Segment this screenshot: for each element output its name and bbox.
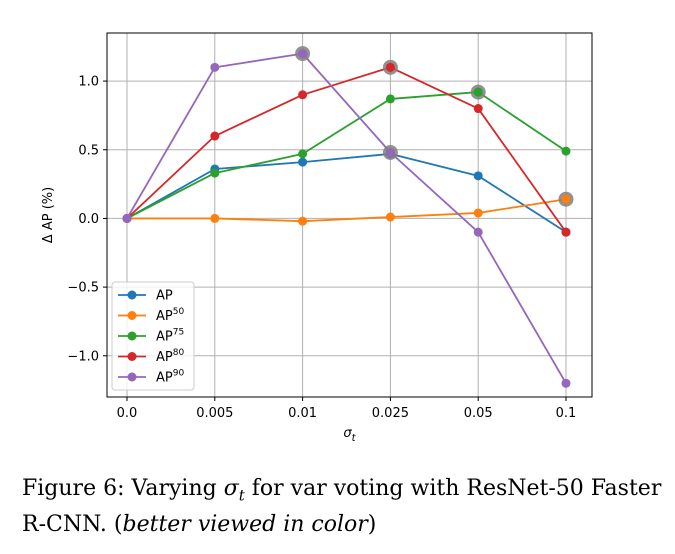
caption-italic: better viewed in color (122, 512, 368, 538)
series-line (126, 152, 567, 233)
x-axis-label-subscript: t (352, 433, 357, 444)
y-tick-label: −1.0 (67, 349, 99, 364)
y-tick-label: 0.5 (78, 143, 99, 158)
data-point (561, 227, 571, 237)
legend-item: AP (118, 289, 173, 304)
data-point (298, 157, 308, 167)
legend-label-base: AP (156, 330, 173, 345)
caption-symbol: σt (223, 476, 245, 505)
data-point (298, 216, 308, 226)
series-ap (122, 149, 571, 237)
y-axis-label: Δ AP (%) (41, 187, 56, 243)
series-ap75 (122, 87, 571, 223)
data-point (385, 212, 395, 222)
legend-marker (127, 290, 137, 300)
series-line (126, 66, 567, 233)
legend-item: AP50 (118, 307, 184, 324)
data-point (122, 213, 132, 223)
legend-label-base: AP (156, 309, 173, 324)
y-tick-label: −0.5 (67, 281, 99, 296)
legend-label-superscript: 80 (173, 348, 185, 358)
highlight-center (385, 148, 395, 158)
legend-label-superscript: 50 (173, 307, 185, 317)
legend-label-superscript: 75 (173, 328, 184, 338)
series-line (126, 52, 567, 384)
y-tick-label: 0.0 (78, 212, 99, 227)
caption-prefix: Figure 6: Varying (22, 476, 224, 501)
highlight-center (561, 194, 571, 204)
legend-item: AP80 (118, 348, 184, 365)
line-chart: 0.0 0.005 0.01 0.025 0.05 0.1 −1.0 −0.5 0.0 0.5 1.… (41, 32, 593, 444)
data-point (473, 104, 483, 114)
x-axis-label: σt (343, 426, 356, 444)
legend-label: AP50 (156, 307, 184, 324)
data-point (473, 171, 483, 181)
highlight-center (385, 62, 395, 72)
axis-ticks: 0.0 0.005 0.01 0.025 0.05 0.1 −1.0 −0.5 0.0 0.5 1.… (67, 75, 576, 421)
caption-middle: for var voting with ResNet-50 Faster R-C… (22, 476, 662, 538)
series-line (127, 198, 567, 223)
legend-marker (127, 311, 137, 320)
highlight-center (298, 49, 308, 59)
highlight-layer (295, 46, 574, 207)
legend-label-superscript: 90 (173, 369, 185, 379)
legend-marker (127, 372, 137, 382)
legend-marker (127, 331, 137, 341)
x-tick-label: 0.05 (464, 406, 493, 421)
legend-label-base: AP (156, 289, 173, 304)
legend-label: AP75 (156, 328, 184, 345)
legend-label-base: AP (156, 350, 173, 365)
data-point (210, 168, 220, 178)
data-point (385, 94, 395, 104)
x-tick-label: 0.0 (117, 406, 138, 421)
x-axis-label-symbol: σ (343, 426, 352, 441)
data-point (298, 149, 308, 159)
y-tick-label: 1.0 (78, 75, 99, 90)
legend-item: AP75 (118, 328, 184, 345)
x-tick-label: 0.1 (556, 406, 577, 421)
plot-frame (106, 32, 593, 398)
figure-caption: Figure 6: Varying σt for var voting with… (22, 474, 662, 540)
data-point (473, 227, 483, 237)
data-point (210, 131, 220, 141)
data-point (473, 208, 483, 218)
series-line (126, 91, 567, 220)
legend-label: AP80 (156, 348, 184, 365)
legend-box (111, 281, 195, 391)
highlight-center (473, 87, 483, 97)
data-point (210, 62, 220, 72)
x-tick-label: 0.005 (196, 406, 233, 421)
data-point (561, 378, 571, 388)
legend-item: AP90 (118, 369, 184, 386)
data-point (561, 146, 571, 156)
series-ap50 (122, 194, 571, 226)
legend-label: AP90 (156, 369, 184, 386)
data-point (298, 90, 308, 100)
x-tick-label: 0.025 (372, 406, 409, 421)
legend-marker (127, 352, 137, 361)
caption-suffix: ) (367, 512, 377, 538)
x-tick-label: 0.01 (288, 406, 317, 421)
legend-label: AP (156, 289, 173, 304)
legend-label-base: AP (156, 371, 173, 386)
data-point (210, 213, 220, 223)
